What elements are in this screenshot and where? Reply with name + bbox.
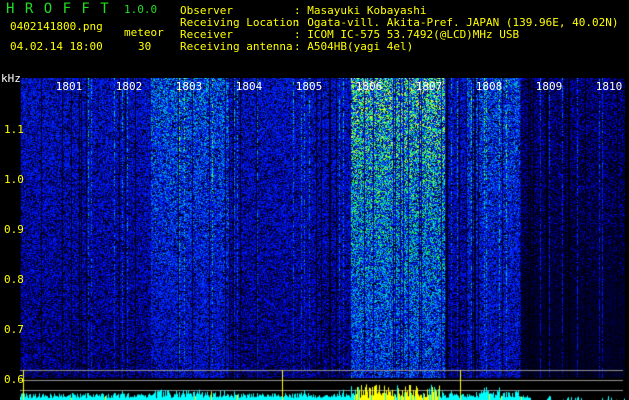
spectrogram: [20, 78, 625, 400]
antenna-value: : A504HB(yagi 4el): [294, 40, 414, 53]
meteor-label: meteor: [124, 26, 164, 39]
y-tick-label: 0.6: [4, 373, 24, 386]
observer-value: : Masayuki Kobayashi: [294, 4, 427, 17]
receiver-value: : ICOM IC-575 53.7492(@LCD)MHz USB: [294, 28, 520, 41]
datetime: 04.02.14 18:00: [10, 40, 103, 53]
x-tick-label: 1805: [295, 80, 323, 93]
x-tick-label: 1803: [175, 80, 203, 93]
x-tick-label: 1810: [595, 80, 623, 93]
y-tick-label: 1.1: [4, 123, 24, 136]
filename: 0402141800.png: [10, 20, 103, 33]
y-tick-label: 1.0: [4, 173, 24, 186]
app-version: 1.0.0: [124, 3, 158, 16]
receiver-label: Receiver: [180, 28, 233, 41]
antenna-label: Receiving antenna: [180, 40, 293, 53]
y-tick-label: 0.9: [4, 223, 24, 236]
app-title: H R O F F T: [6, 1, 110, 17]
x-tick-label: 1807: [415, 80, 443, 93]
x-tick-label: 1806: [355, 80, 383, 93]
x-tick-label: 1801: [55, 80, 83, 93]
y-tick-label: 0.8: [4, 273, 24, 286]
x-tick-label: 1809: [535, 80, 563, 93]
location-label: Receiving Location: [180, 16, 300, 29]
meteor-count: 30: [138, 40, 152, 53]
observer-label: Observer: [180, 4, 233, 17]
y-unit-label: kHz: [1, 72, 21, 85]
x-tick-label: 1808: [475, 80, 503, 93]
x-tick-label: 1802: [115, 80, 143, 93]
y-tick-label: 0.7: [4, 323, 24, 336]
x-tick-label: 1804: [235, 80, 263, 93]
location-value: : Ogata-vill. Akita-Pref. JAPAN (139.96E…: [294, 16, 619, 29]
